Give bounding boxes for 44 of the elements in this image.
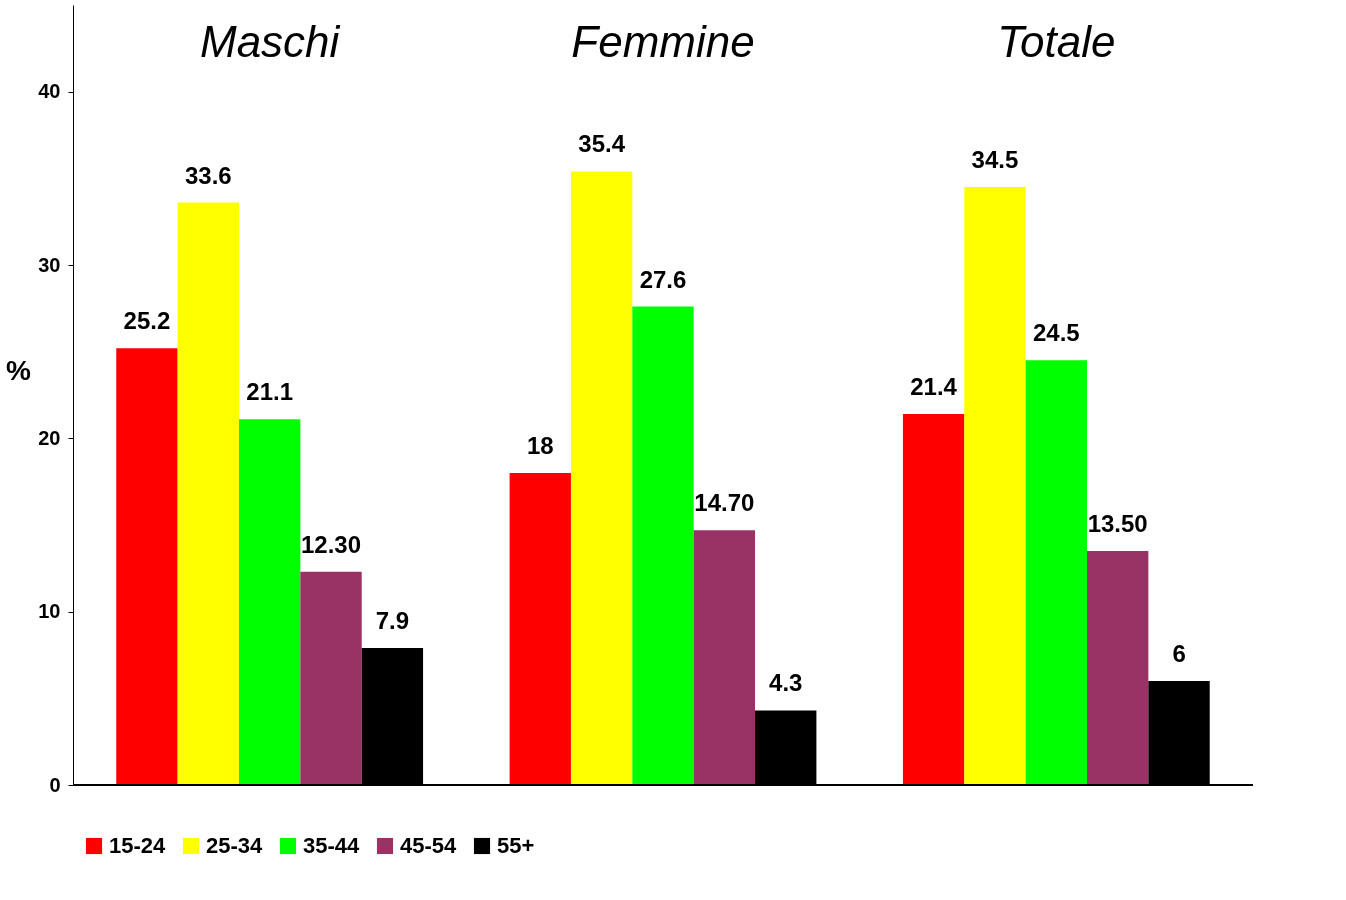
bar xyxy=(509,473,571,785)
x-tick-label: Maschi xyxy=(199,16,341,66)
data-label: 25.2 xyxy=(123,307,171,335)
legend-label: 15-24 xyxy=(109,833,167,858)
bar xyxy=(693,530,756,785)
y-tick-label: 40 xyxy=(38,80,61,103)
bar xyxy=(116,348,178,785)
legend-label: 25-34 xyxy=(206,833,264,858)
bar xyxy=(1148,681,1210,785)
legend-label: 55+ xyxy=(497,833,535,858)
x-tick-label: Femmine xyxy=(571,16,755,66)
bar xyxy=(1025,360,1088,785)
bar xyxy=(632,306,694,785)
bar xyxy=(570,171,633,785)
data-label: 34.5 xyxy=(971,146,1019,173)
data-label: 12.30 xyxy=(301,530,362,558)
bar xyxy=(300,571,362,785)
y-tick-label: 10 xyxy=(38,600,61,623)
data-label: 18 xyxy=(526,432,554,459)
legend-label: 45-54 xyxy=(400,833,458,858)
x-tick-label: Totale xyxy=(997,16,1116,66)
data-label: 21.1 xyxy=(246,378,294,406)
bar xyxy=(755,710,817,785)
data-label: 6 xyxy=(1172,640,1186,667)
data-label: 27.6 xyxy=(639,265,687,293)
data-label: 35.4 xyxy=(578,130,626,158)
y-tick-label: 30 xyxy=(38,253,61,276)
data-label: 4.3 xyxy=(769,669,803,697)
data-label: 14.70 xyxy=(694,489,755,517)
data-label: 7.9 xyxy=(375,607,410,635)
data-label: 33.6 xyxy=(184,161,232,189)
data-label: 24.5 xyxy=(1032,319,1080,347)
bar xyxy=(177,202,239,785)
legend-label: 35-44 xyxy=(303,833,361,858)
bar xyxy=(238,419,301,785)
bar xyxy=(1087,551,1149,785)
y-tick-label: 20 xyxy=(38,426,61,449)
data-label: 21.4 xyxy=(910,373,958,401)
y-tick-label: 0 xyxy=(49,773,61,796)
data-label: 13.50 xyxy=(1087,510,1148,537)
bar xyxy=(902,414,965,785)
y-axis-title: % xyxy=(6,354,32,386)
bar xyxy=(964,187,1026,785)
bar xyxy=(361,648,424,785)
